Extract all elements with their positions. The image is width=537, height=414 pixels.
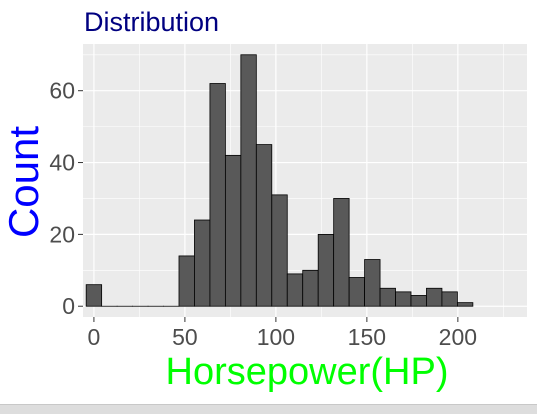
histogram-bar [256, 145, 271, 307]
histogram-bar [380, 288, 395, 306]
x-tick-label: 0 [88, 324, 101, 350]
histogram-bar [179, 256, 194, 306]
histogram-bar [334, 198, 349, 306]
y-axis-label: Count [0, 126, 47, 238]
histogram-bar [349, 277, 364, 306]
histogram-bar [194, 220, 209, 306]
y-tick-label: 40 [49, 150, 75, 176]
histogram-bar [225, 155, 240, 306]
histogram-bar [86, 285, 101, 307]
histogram-bar [396, 292, 411, 306]
x-tick-label: 150 [348, 324, 386, 350]
chart-title: Distribution [84, 7, 219, 37]
histogram-bar [241, 55, 256, 306]
x-tick-label: 200 [439, 324, 477, 350]
y-axis: 0 20 40 60 [49, 78, 83, 320]
x-tick-label: 50 [172, 324, 198, 350]
histogram-bar [411, 295, 426, 306]
histogram-bar [303, 270, 318, 306]
histogram-bar [457, 303, 472, 307]
histogram-bar [365, 260, 380, 307]
y-tick-label: 0 [62, 293, 75, 319]
histogram-bar [287, 274, 302, 306]
y-tick-label: 20 [49, 221, 75, 247]
x-axis: 0 50 100 150 200 [88, 317, 478, 350]
histogram-bar [442, 292, 457, 306]
histogram-bar [272, 195, 287, 306]
x-tick-label: 100 [257, 324, 295, 350]
histogram-bar [426, 288, 441, 306]
y-tick-label: 60 [49, 78, 75, 104]
x-axis-label: Horsepower(HP) [166, 351, 449, 393]
histogram-bar [210, 84, 225, 307]
histogram-bar [318, 234, 333, 306]
